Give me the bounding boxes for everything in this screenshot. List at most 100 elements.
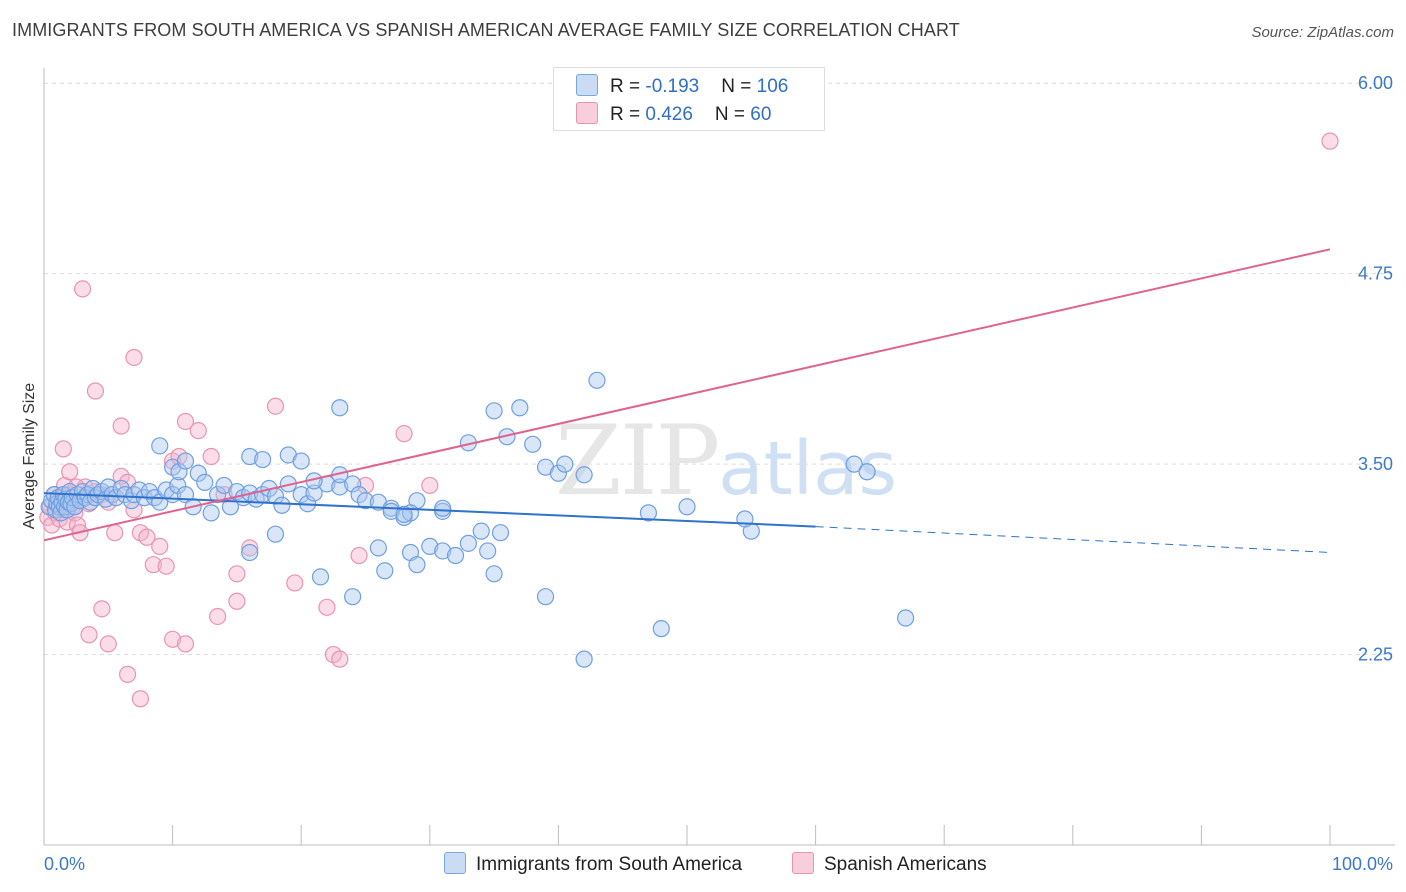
data-point-immigrants-south-america	[536, 588, 555, 606]
data-point-spanish-americans	[228, 592, 246, 610]
data-point-immigrants-south-america	[196, 473, 214, 491]
data-point-spanish-americans	[356, 476, 375, 495]
trend-lines	[43, 248, 1331, 553]
data-point-immigrants-south-america	[189, 464, 207, 482]
data-point-spanish-americans	[189, 422, 207, 440]
data-point-immigrants-south-america	[459, 534, 477, 552]
data-point-spanish-americans	[118, 665, 137, 683]
data-point-spanish-americans	[318, 598, 336, 616]
data-point-immigrants-south-america	[472, 522, 490, 540]
data-point-immigrants-south-america	[151, 437, 169, 455]
watermark: ZIPatlas	[555, 405, 897, 517]
data-point-spanish-americans	[241, 539, 259, 557]
data-point-immigrants-south-america	[421, 537, 439, 555]
legend-r-value: -0.193	[645, 76, 700, 97]
data-point-immigrants-south-america	[369, 539, 387, 557]
data-point-spanish-americans	[106, 524, 124, 542]
data-point-spanish-americans	[157, 557, 175, 575]
data-point-immigrants-south-america	[491, 524, 510, 542]
data-point-spanish-americans	[73, 280, 92, 298]
trend-line-immigrants-south-america	[43, 492, 816, 528]
correlation-legend: R = -0.193 N = 106 R = 0.426 N = 60	[553, 67, 825, 131]
legend-label: Immigrants from South America	[476, 854, 743, 875]
legend-swatch-pink	[576, 102, 598, 124]
data-point-immigrants-south-america	[344, 588, 362, 606]
legend-n-value: 106	[756, 76, 789, 97]
data-point-immigrants-south-america	[446, 546, 465, 565]
data-point-immigrants-south-america	[376, 562, 394, 580]
legend-r-label: R =	[610, 76, 646, 97]
data-point-immigrants-south-america	[209, 485, 227, 504]
data-point-immigrants-south-america	[344, 475, 362, 493]
trend-line-extension-immigrants-south-america	[815, 526, 1331, 553]
legend-n-label: N =	[714, 104, 751, 125]
data-point-immigrants-south-america	[395, 505, 413, 523]
data-point-spanish-americans	[54, 440, 72, 458]
axes	[43, 68, 1395, 846]
data-point-immigrants-south-america	[350, 485, 368, 504]
data-point-spanish-americans	[99, 635, 117, 653]
legend-swatch-blue	[444, 852, 466, 874]
grid-lines	[44, 82, 1395, 656]
data-point-immigrants-south-america	[331, 399, 349, 417]
trend-line-spanish-americans	[43, 248, 1331, 542]
data-point-immigrants-south-america	[202, 504, 220, 522]
y-tick-label: 6.00	[1358, 73, 1393, 93]
data-point-immigrants-south-america	[266, 525, 285, 543]
legend-swatch-pink	[792, 852, 814, 874]
data-point-immigrants-south-america	[639, 504, 658, 522]
source-credit: Source: ZipAtlas.com	[1251, 24, 1394, 41]
legend-row-pink: R = 0.426 N = 60	[576, 102, 771, 128]
data-point-immigrants-south-america	[549, 464, 568, 482]
data-point-spanish-americans	[176, 412, 195, 431]
data-point-spanish-americans	[176, 635, 195, 653]
data-point-immigrants-south-america	[575, 650, 593, 668]
data-point-spanish-americans	[164, 630, 182, 648]
series-spanish-americans-points	[39, 132, 1339, 708]
series-immigrants-south-america-points	[40, 371, 915, 668]
data-point-immigrants-south-america	[273, 496, 291, 514]
watermark-atlas: atlas	[718, 426, 898, 512]
data-point-spanish-americans	[86, 382, 105, 400]
data-point-immigrants-south-america	[524, 435, 542, 453]
data-point-immigrants-south-america	[305, 484, 323, 502]
data-point-spanish-americans	[421, 476, 439, 495]
data-point-immigrants-south-america	[176, 452, 195, 470]
legend-n-value: 60	[750, 104, 772, 125]
data-point-immigrants-south-america	[575, 466, 593, 484]
data-point-spanish-americans	[80, 626, 98, 644]
data-point-immigrants-south-america	[408, 556, 426, 574]
data-point-immigrants-south-america	[356, 492, 375, 510]
data-point-immigrants-south-america	[485, 565, 503, 583]
legend-n-label: N =	[721, 76, 757, 97]
y-axis-label: Average Family Size	[21, 383, 38, 530]
data-point-spanish-americans	[266, 397, 285, 415]
data-point-spanish-americans	[93, 600, 111, 618]
legend-r-value: 0.426	[645, 104, 693, 125]
data-point-immigrants-south-america	[588, 371, 606, 389]
data-point-spanish-americans	[131, 690, 150, 708]
data-point-spanish-americans	[112, 467, 130, 485]
y-tick-label: 3.50	[1358, 454, 1393, 474]
data-point-immigrants-south-america	[292, 485, 310, 504]
data-point-immigrants-south-america	[311, 568, 330, 586]
data-point-immigrants-south-america	[241, 543, 259, 562]
data-point-spanish-americans	[209, 607, 227, 626]
legend-swatch-blue	[576, 74, 598, 96]
data-point-spanish-americans	[112, 417, 130, 435]
data-point-immigrants-south-america	[434, 499, 452, 517]
legend-label: Spanish Americans	[824, 854, 987, 875]
axis-labels: 2.25 3.50 4.75 6.00 0.0% 100.0% Average Family…	[21, 73, 1393, 874]
x-tick-label: 100.0%	[1332, 854, 1393, 874]
data-point-immigrants-south-america	[556, 455, 574, 473]
data-point-spanish-americans	[395, 425, 413, 443]
legend-item-immigrants-south-america: Immigrants from South America	[444, 852, 742, 876]
data-point-spanish-americans	[331, 650, 349, 668]
data-point-immigrants-south-america	[858, 463, 876, 481]
data-point-immigrants-south-america	[511, 399, 529, 417]
data-point-immigrants-south-america	[845, 455, 863, 473]
data-point-spanish-americans	[151, 537, 169, 555]
watermark-zip: ZIP	[555, 405, 720, 517]
data-point-spanish-americans	[138, 528, 156, 546]
